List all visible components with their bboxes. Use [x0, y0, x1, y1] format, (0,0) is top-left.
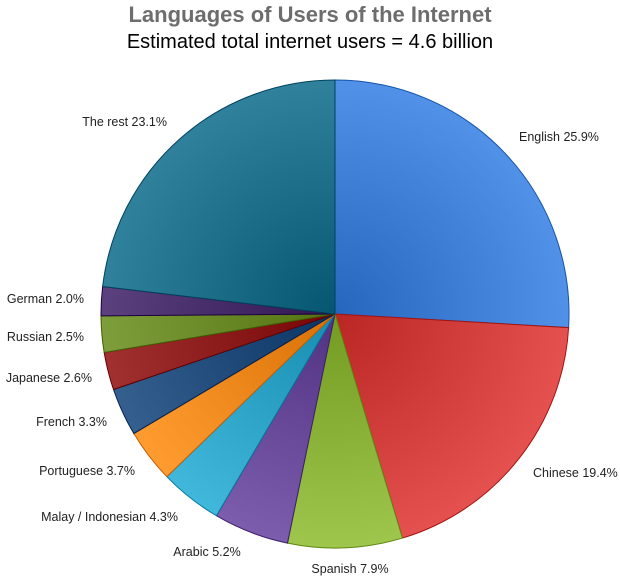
pie-labels: English 25.9% Chinese 19.4% Spanish 7.9% Ar…	[6, 115, 618, 576]
slice-label: Chinese 19.4%	[533, 466, 618, 480]
pie-slice	[334, 313, 570, 539]
pie-slice	[286, 313, 404, 549]
pie-slices	[100, 79, 570, 549]
slice-label: Arabic 5.2%	[173, 545, 240, 559]
slice-label: French 3.3%	[36, 415, 107, 429]
slice-label: Japanese 2.6%	[6, 371, 92, 385]
slice-label: Malay / Indonesian 4.3%	[41, 510, 178, 524]
slice-label: Portuguese 3.7%	[39, 464, 135, 478]
pie-slice	[102, 79, 336, 315]
slice-label: The rest 23.1%	[82, 115, 167, 129]
slice-label: German 2.0%	[7, 292, 84, 306]
pie-slice	[334, 79, 570, 329]
slice-label: English 25.9%	[519, 130, 599, 144]
chart-title: Languages of Users of the Internet	[128, 2, 492, 27]
slice-label: Russian 2.5%	[7, 330, 84, 344]
slice-label: Spanish 7.9%	[311, 562, 388, 576]
chart-subtitle: Estimated total internet users = 4.6 bil…	[126, 31, 494, 53]
